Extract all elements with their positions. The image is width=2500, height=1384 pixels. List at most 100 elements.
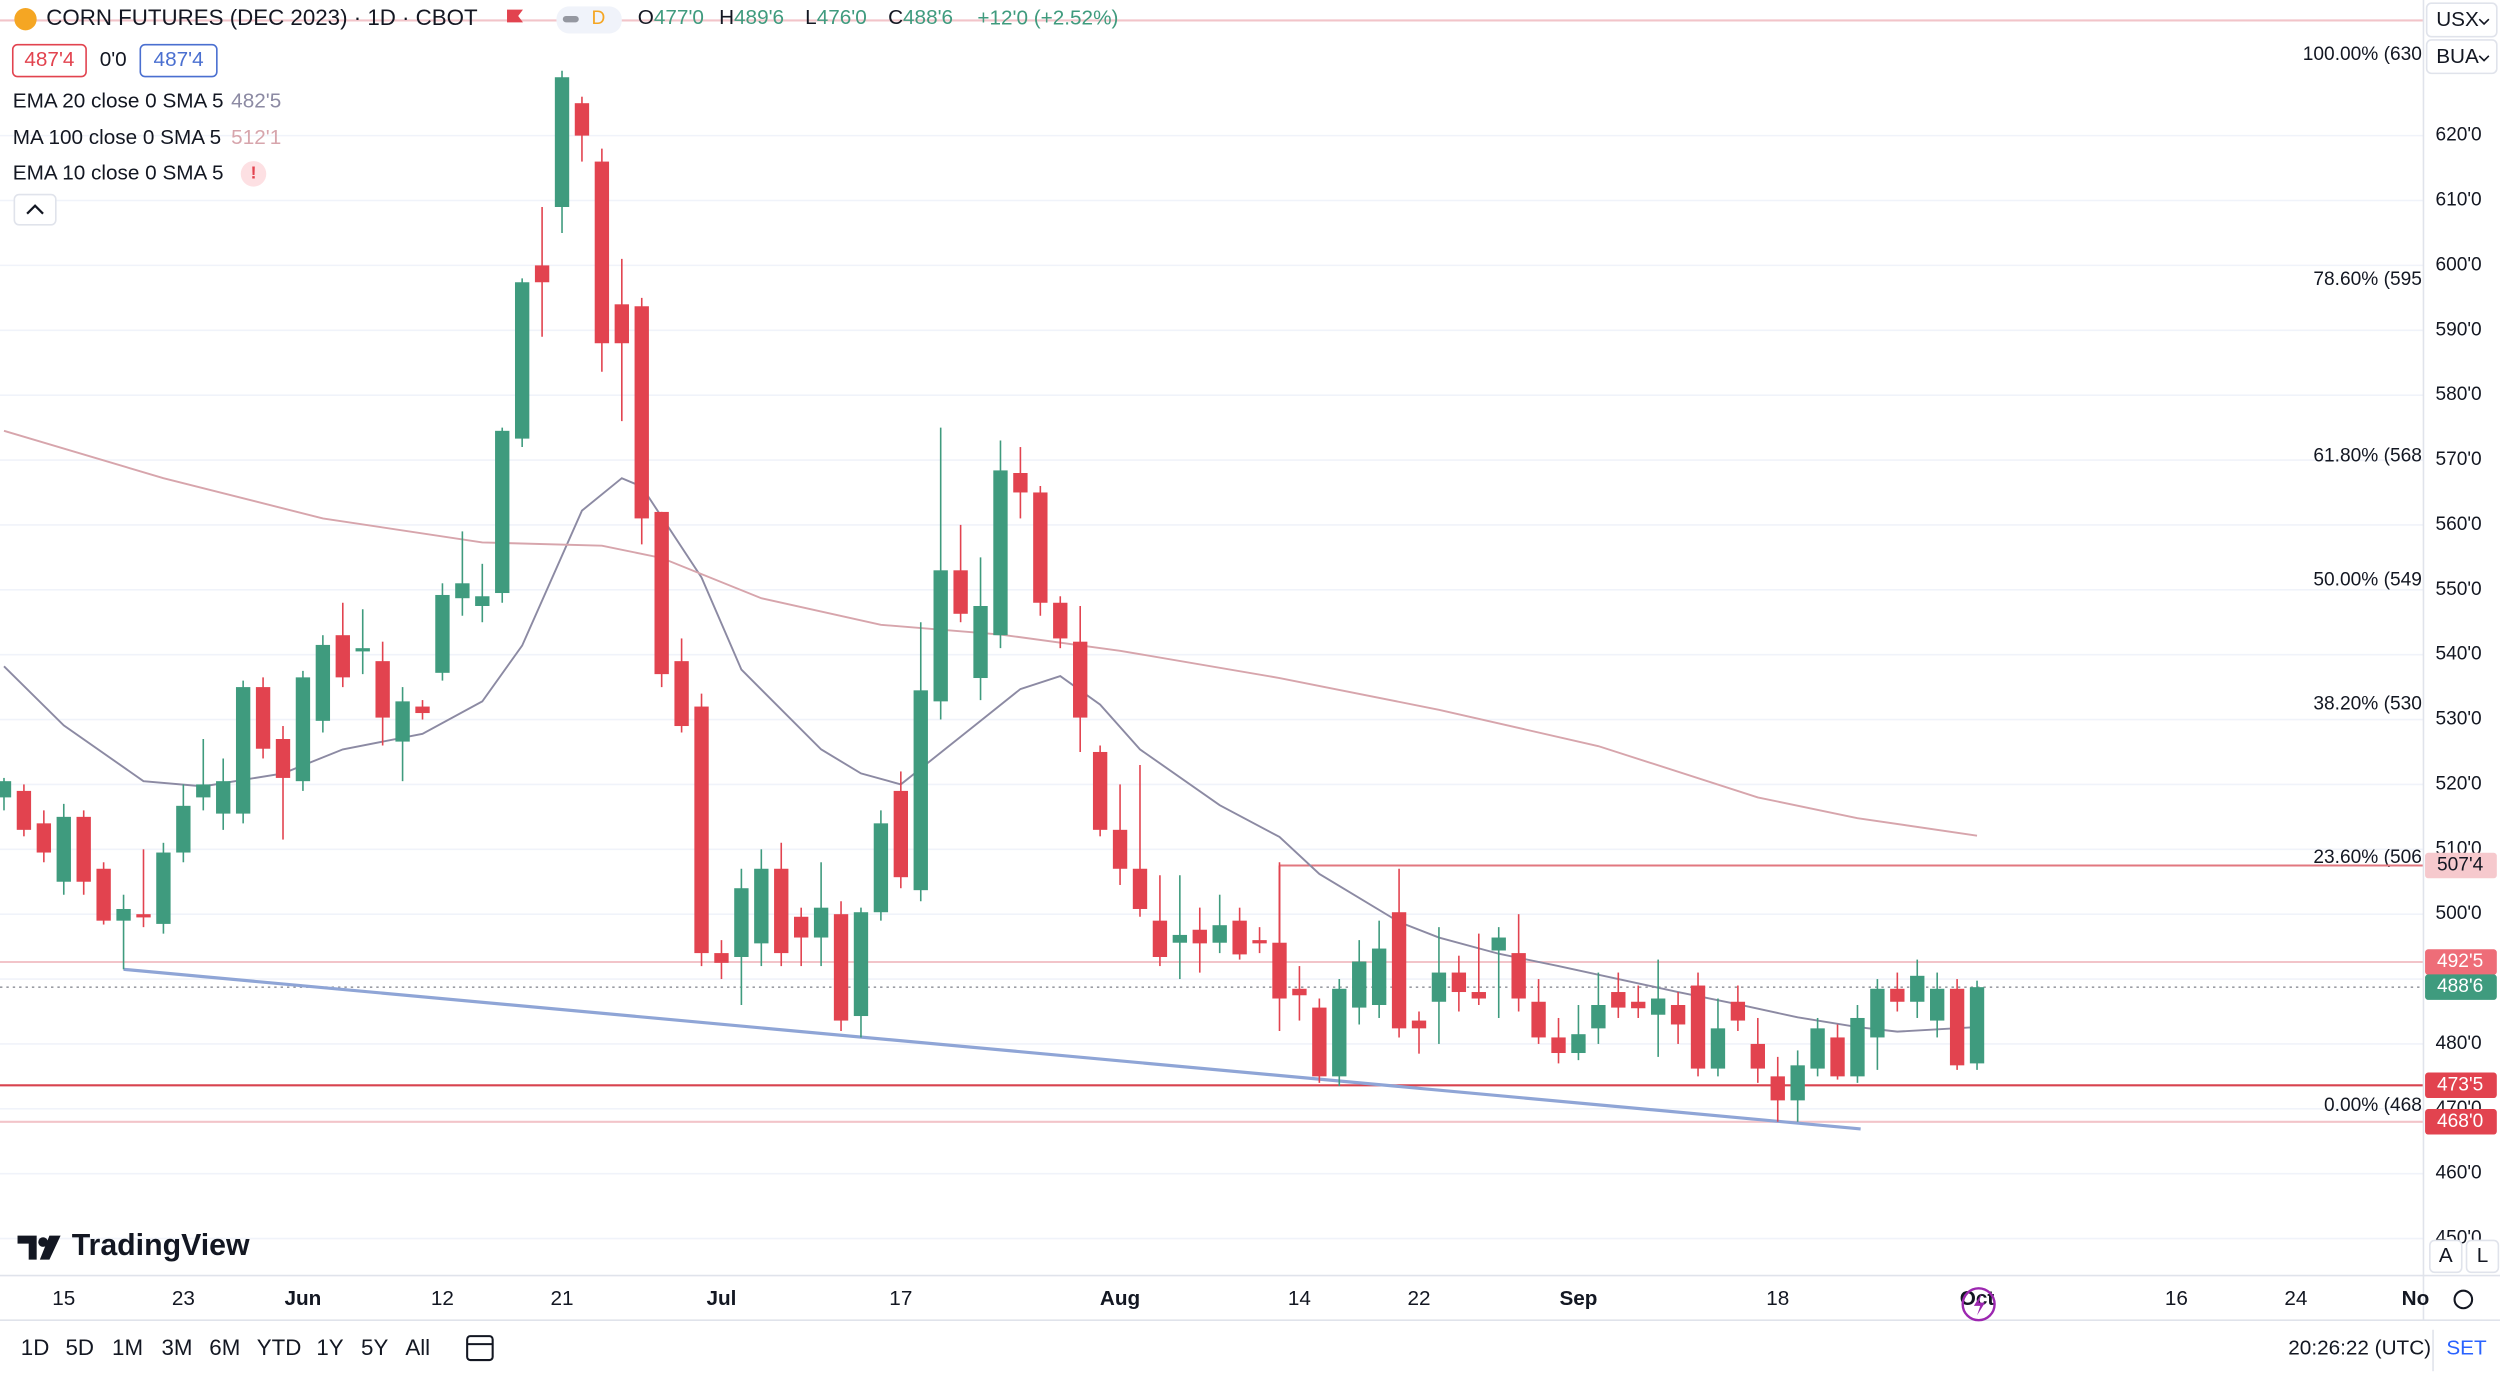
ask-box[interactable] (139, 43, 218, 78)
trendline (123, 967, 1861, 1131)
y-tick-label: 560'0 (2435, 514, 2481, 535)
candle-body (853, 912, 869, 1017)
candle-body (56, 816, 71, 882)
legend-value: 512'1 (231, 126, 281, 149)
unit: BUA (2436, 45, 2479, 68)
candle-body (774, 868, 789, 954)
legend-error: ! (251, 162, 257, 182)
scale-button[interactable] (2429, 1239, 2463, 1274)
candle-body (435, 594, 450, 673)
candle-body (514, 282, 530, 439)
y-tick-label: 610'0 (2435, 190, 2481, 211)
plot-area: 100.00% (630 78.60% (595 61.80% (568 50.00%… (0, 19, 2424, 1131)
currency-chevron (2478, 18, 2490, 26)
settings-gear[interactable] (2453, 1289, 2474, 1310)
toolbar-background (0, 1321, 2500, 1384)
legend-name[interactable]: MA 100 close 0 SMA 5 (13, 126, 221, 149)
y-tick-label: 580'0 (2435, 384, 2481, 405)
legend-name[interactable]: EMA 10 close 0 SMA 5 (13, 161, 224, 184)
currency: USX (2436, 8, 2479, 31)
candle-body (794, 916, 809, 938)
candle-body (0, 781, 12, 798)
candle-body (1192, 929, 1207, 944)
range-button[interactable]: YTD (257, 1335, 302, 1360)
candle-body (973, 606, 988, 679)
range-button[interactable]: 3M (161, 1335, 192, 1360)
candle-body (833, 914, 849, 1021)
candle-body (1750, 1043, 1765, 1069)
candle-body (1790, 1065, 1805, 1101)
range-button[interactable]: 1M (112, 1335, 143, 1360)
candle-body (375, 661, 390, 718)
x-tick-label: 12 (431, 1287, 454, 1310)
x-tick-label: 23 (172, 1287, 195, 1310)
x-tick-label: Jul (706, 1287, 736, 1310)
ohlc-item: L476'0 (805, 7, 867, 30)
candle-body (1611, 992, 1626, 1008)
candle-body (714, 953, 729, 963)
candle-body (1531, 1001, 1546, 1038)
candle-body (116, 908, 131, 921)
candle-body (1391, 912, 1407, 1029)
candle-body (1292, 988, 1307, 996)
range-button[interactable]: 5D (65, 1335, 94, 1360)
candle-body (1910, 975, 1925, 1002)
time-axis: 15 23 Jun 12 21 Jul 17 Aug 14 22 Sep 18 Oct 16 24 No (52, 1287, 2429, 1310)
clock[interactable]: 20:26:22 (UTC) (2288, 1336, 2431, 1359)
x-tick-label: Aug (1100, 1287, 1140, 1310)
candle-body (1431, 972, 1447, 1002)
candle-body (614, 304, 629, 344)
fib-label: 100.00% (630 (2303, 44, 2422, 65)
candle-body (734, 888, 749, 957)
x-tick-label: No (2402, 1287, 2430, 1310)
collapse-button[interactable] (13, 193, 57, 226)
candle-body (654, 511, 669, 675)
x-tick-label: 17 (889, 1287, 912, 1310)
candle-body (1670, 1005, 1686, 1025)
x-tick-label: 24 (2284, 1287, 2307, 1310)
ohlc-value: 489'6 (734, 7, 784, 30)
range-button[interactable]: All (405, 1335, 430, 1360)
range-button[interactable]: 1D (21, 1335, 50, 1360)
candle-body (1033, 492, 1048, 603)
candle-body (495, 430, 510, 594)
candle-body (1591, 1005, 1606, 1029)
x-tick-label: 16 (2165, 1287, 2188, 1310)
flag-icon[interactable] (507, 9, 523, 23)
scale-button[interactable] (2465, 1239, 2500, 1274)
bid-box[interactable] (11, 43, 87, 78)
symbol-title[interactable]: CORN FUTURES (DEC 2023) · 1D · CBOT (46, 5, 478, 30)
price-label-bg (2425, 1109, 2497, 1135)
range-button[interactable]: 6M (209, 1335, 240, 1360)
candle-body (255, 687, 271, 749)
x-tick-label: Sep (1559, 1287, 1597, 1310)
toolbar: 1D 5D 1M 3M 6M YTD 1Y 5Y All (21, 1335, 430, 1360)
unit-box[interactable] (2425, 39, 2498, 75)
candle-body (813, 907, 829, 938)
x-tick-label: Jun (285, 1287, 322, 1310)
range-button[interactable]: 5Y (361, 1335, 388, 1360)
event-icon[interactable] (1961, 1287, 1996, 1322)
candle-body (1511, 953, 1526, 999)
candle-body (156, 852, 171, 924)
currency-box[interactable] (2425, 2, 2498, 38)
interval-pill[interactable] (556, 6, 622, 34)
candle-body (475, 596, 490, 607)
logo-text[interactable]: TradingView (72, 1229, 250, 1262)
candle-body (1949, 988, 1965, 1066)
candle-body (1631, 1001, 1646, 1009)
legend-name[interactable]: EMA 20 close 0 SMA 5 (13, 90, 224, 113)
x-tick-label: 22 (1407, 1287, 1430, 1310)
candle-body (1312, 1007, 1327, 1077)
x-tick-label: 18 (1766, 1287, 1789, 1310)
range-button[interactable]: 1Y (316, 1335, 343, 1360)
settings-label[interactable]: SET (2446, 1336, 2487, 1359)
candle-body (674, 661, 689, 727)
price-label: 492'5 (2437, 951, 2483, 972)
candle-body (1212, 925, 1227, 943)
candle-body (933, 570, 948, 702)
ohlc-label: O (638, 7, 654, 30)
candle-body (395, 701, 410, 742)
calendar-icon[interactable] (466, 1335, 494, 1362)
